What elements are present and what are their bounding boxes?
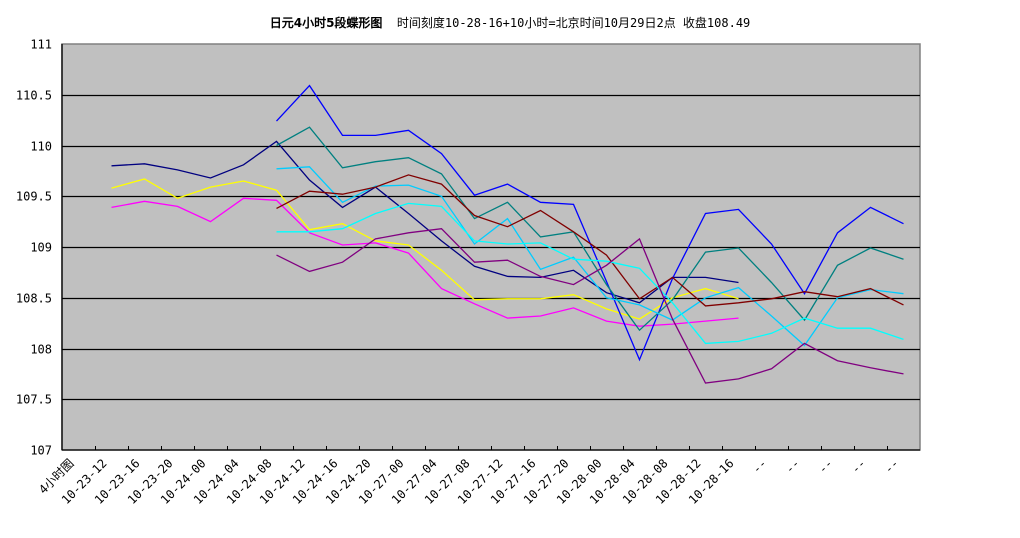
y-tick-label: 107.5 (16, 393, 52, 407)
series-teal-line (276, 126, 904, 332)
x-tick-label: -- (882, 456, 902, 476)
series-cyan-line (276, 202, 904, 345)
y-tick-label: 110.5 (16, 89, 52, 103)
x-axis: 4小时图10-23-1210-23-1610-23-2010-24-0010-2… (36, 446, 920, 507)
y-tick-label: 107 (30, 444, 52, 458)
chart-title-main: 日元4小时5段蝶形图 (269, 16, 383, 30)
chart-subtitle: 时间刻度10-28-16+10小时=北京时间10月29日2点 收盘108.49 (396, 16, 751, 30)
chart-title: 日元4小时5段蝶形图 时间刻度10-28-16+10小时=北京时间10月29日2… (0, 14, 1020, 31)
x-tick-label: -- (783, 456, 803, 476)
series-navy-line (111, 140, 739, 304)
x-tick-label: -- (750, 456, 770, 476)
data-series (111, 84, 904, 384)
y-tick-label: 109 (30, 241, 52, 255)
y-tick-label: 109.5 (16, 190, 52, 204)
series-darkred-line (276, 174, 904, 307)
x-tick-label: -- (816, 456, 836, 476)
y-tick-label: 110 (30, 140, 52, 154)
y-tick-label: 108.5 (16, 292, 52, 306)
x-tick-label: -- (849, 456, 869, 476)
gridlines (62, 94, 920, 401)
series-magenta-line (111, 197, 739, 327)
y-axis: 111 110.5 110 109.5 109 108.5 108 107.5 107 (16, 38, 63, 458)
series-sky-line (276, 166, 904, 347)
series-purple-line (276, 228, 904, 384)
y-tick-label: 108 (30, 343, 52, 357)
y-tick-label: 111 (30, 38, 52, 52)
series-yellow-line (111, 178, 739, 320)
